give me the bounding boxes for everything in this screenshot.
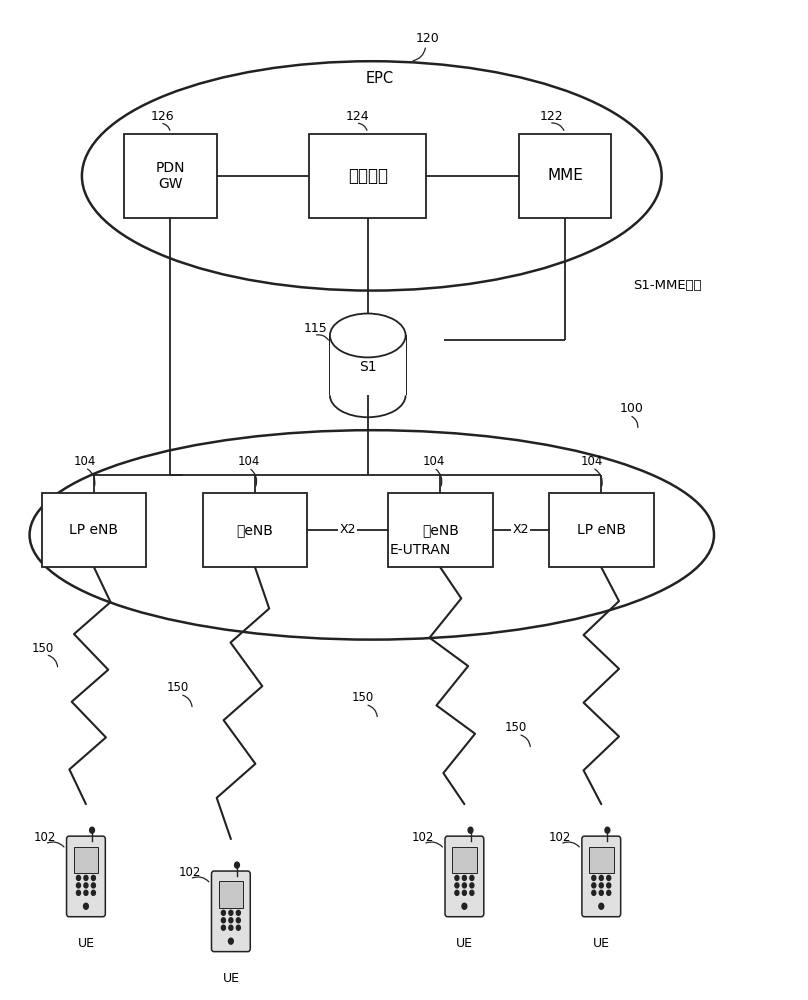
Circle shape: [455, 875, 459, 880]
Text: 102: 102: [412, 831, 435, 844]
Text: 104: 104: [238, 455, 259, 468]
Circle shape: [469, 875, 473, 880]
Text: LP eNB: LP eNB: [577, 523, 625, 537]
Circle shape: [229, 938, 234, 944]
FancyBboxPatch shape: [519, 134, 612, 218]
Circle shape: [83, 903, 88, 909]
Text: E-UTRAN: E-UTRAN: [389, 543, 451, 557]
Circle shape: [84, 883, 88, 888]
Circle shape: [221, 910, 225, 915]
Text: X2: X2: [339, 523, 356, 536]
Text: 122: 122: [539, 110, 563, 123]
Text: 宏eNB: 宏eNB: [422, 523, 459, 537]
Circle shape: [84, 875, 88, 880]
Text: PDN
GW: PDN GW: [156, 161, 185, 191]
Circle shape: [469, 890, 473, 895]
Text: 150: 150: [351, 691, 374, 704]
Circle shape: [462, 903, 467, 909]
Text: LP eNB: LP eNB: [69, 523, 119, 537]
Circle shape: [234, 862, 239, 868]
Text: S1: S1: [359, 360, 377, 374]
Circle shape: [77, 890, 81, 895]
Circle shape: [591, 890, 595, 895]
Text: UE: UE: [222, 972, 239, 985]
Text: 115: 115: [303, 322, 327, 335]
Circle shape: [84, 890, 88, 895]
Circle shape: [91, 875, 95, 880]
Circle shape: [469, 883, 473, 888]
Text: 102: 102: [179, 866, 201, 879]
Circle shape: [605, 827, 610, 833]
Circle shape: [221, 918, 225, 923]
Text: 104: 104: [581, 455, 604, 468]
Circle shape: [77, 875, 81, 880]
Circle shape: [591, 875, 595, 880]
FancyBboxPatch shape: [445, 836, 484, 917]
FancyBboxPatch shape: [42, 493, 146, 567]
Text: 126: 126: [150, 110, 174, 123]
Circle shape: [221, 925, 225, 930]
Circle shape: [91, 883, 95, 888]
FancyBboxPatch shape: [388, 493, 493, 567]
Text: 150: 150: [505, 721, 527, 734]
Circle shape: [236, 925, 240, 930]
Text: UE: UE: [456, 937, 473, 950]
Text: UE: UE: [593, 937, 610, 950]
Text: MME: MME: [547, 168, 583, 183]
Text: S1-MME链路: S1-MME链路: [633, 279, 702, 292]
Circle shape: [607, 883, 611, 888]
Circle shape: [600, 890, 604, 895]
Circle shape: [236, 918, 240, 923]
FancyBboxPatch shape: [212, 871, 250, 952]
Circle shape: [90, 827, 95, 833]
FancyBboxPatch shape: [124, 134, 217, 218]
Circle shape: [591, 883, 595, 888]
Circle shape: [77, 883, 81, 888]
Circle shape: [599, 903, 604, 909]
Circle shape: [229, 918, 233, 923]
Circle shape: [229, 925, 233, 930]
Text: 102: 102: [549, 831, 571, 844]
Bar: [330, 335, 406, 395]
Text: UE: UE: [78, 937, 95, 950]
Ellipse shape: [330, 314, 406, 357]
Circle shape: [600, 883, 604, 888]
Bar: [219, 881, 243, 908]
Text: 100: 100: [620, 402, 644, 415]
Text: 服务网关: 服务网关: [347, 167, 388, 185]
Circle shape: [455, 890, 459, 895]
FancyBboxPatch shape: [66, 836, 105, 917]
Text: EPC: EPC: [366, 71, 394, 86]
Bar: [74, 847, 98, 873]
Circle shape: [462, 875, 466, 880]
Text: 150: 150: [32, 642, 54, 655]
Circle shape: [600, 875, 604, 880]
Text: 104: 104: [423, 455, 445, 468]
Circle shape: [607, 875, 611, 880]
Circle shape: [91, 890, 95, 895]
Bar: [589, 847, 613, 873]
Text: 宏eNB: 宏eNB: [237, 523, 273, 537]
Text: 102: 102: [34, 831, 56, 844]
Text: 104: 104: [74, 455, 96, 468]
Bar: [452, 847, 477, 873]
FancyBboxPatch shape: [549, 493, 654, 567]
FancyBboxPatch shape: [582, 836, 621, 917]
Circle shape: [468, 827, 473, 833]
Circle shape: [229, 910, 233, 915]
Circle shape: [455, 883, 459, 888]
Circle shape: [462, 883, 466, 888]
Circle shape: [462, 890, 466, 895]
Text: X2: X2: [512, 523, 529, 536]
Circle shape: [607, 890, 611, 895]
FancyBboxPatch shape: [309, 134, 426, 218]
FancyBboxPatch shape: [203, 493, 307, 567]
Text: 124: 124: [345, 110, 368, 123]
Text: 150: 150: [166, 681, 189, 694]
Circle shape: [236, 910, 240, 915]
Text: 120: 120: [416, 32, 440, 45]
